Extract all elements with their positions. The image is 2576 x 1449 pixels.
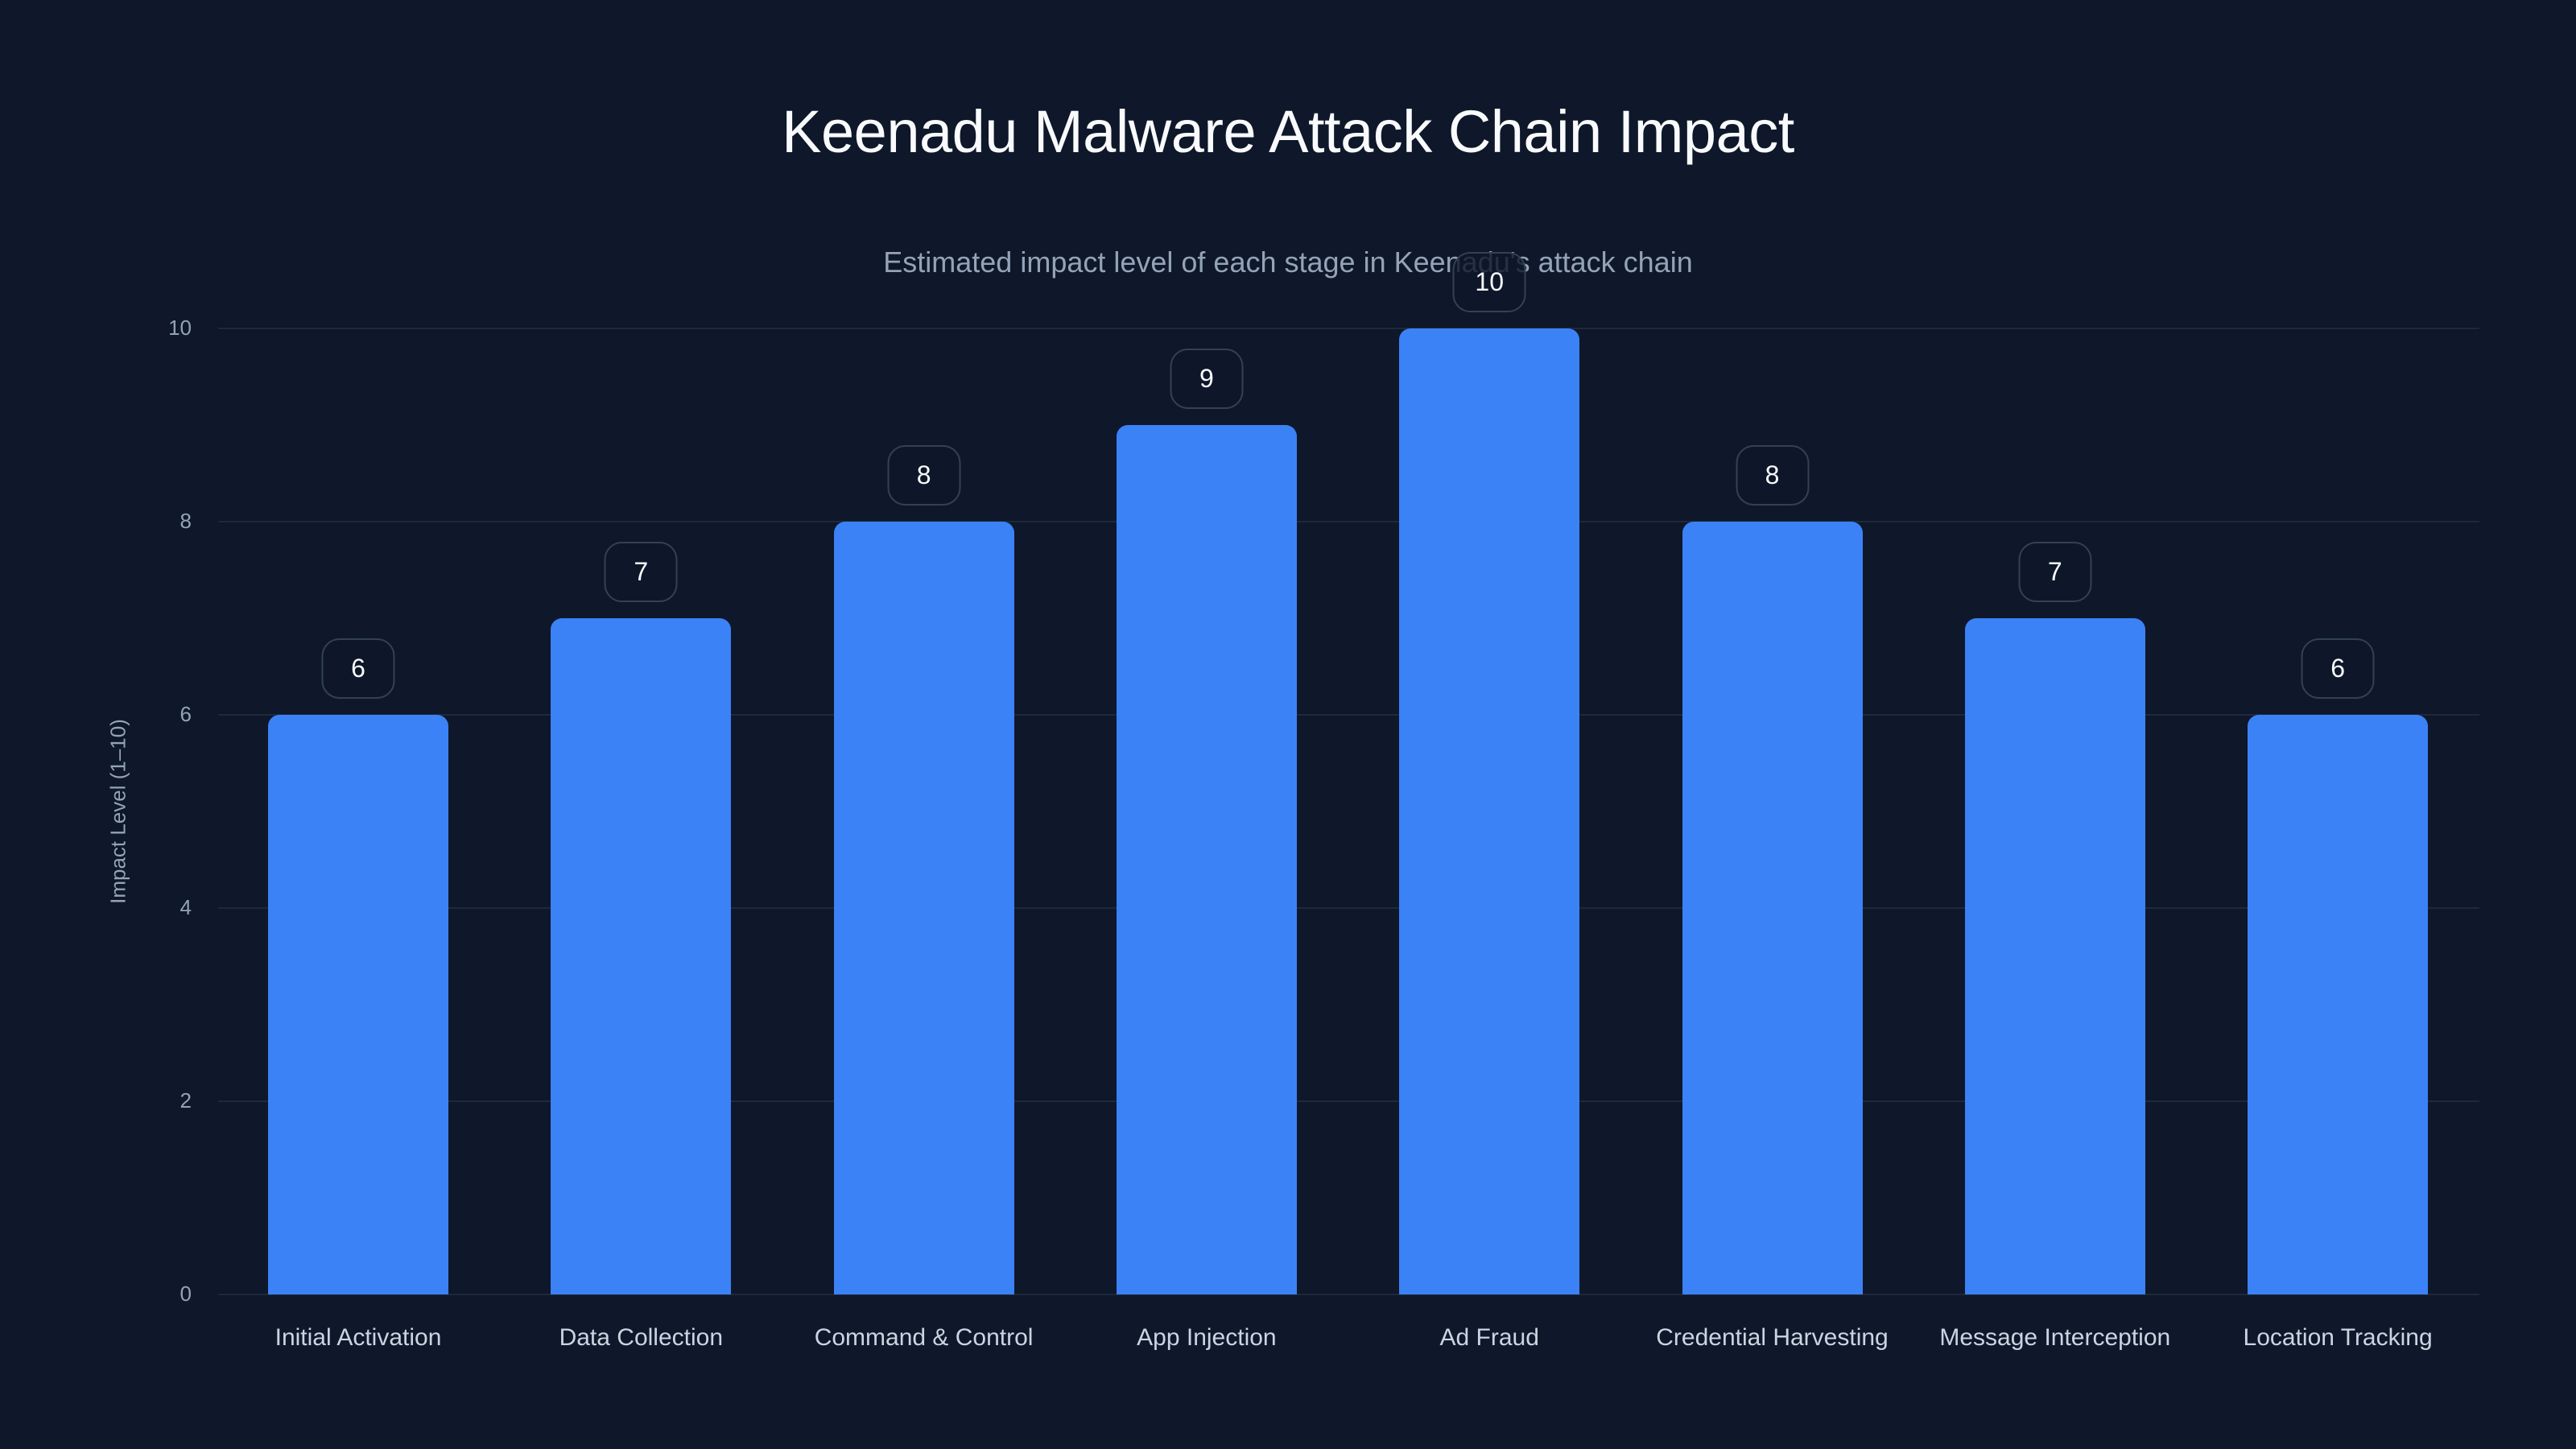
x-tick-label: Location Tracking — [2243, 1324, 2433, 1351]
x-tick-label: App Injection — [1137, 1324, 1277, 1351]
value-badge: 9 — [1170, 349, 1244, 409]
plot-area — [218, 328, 2479, 1295]
value-badge: 7 — [2018, 542, 2092, 602]
x-tick-label: Message Interception — [1939, 1324, 2171, 1351]
gridline — [218, 907, 2479, 909]
gridline — [218, 1294, 2479, 1295]
bar[interactable] — [1116, 425, 1297, 1294]
value-badge: 10 — [1452, 252, 1526, 312]
chart-subtitle: Estimated impact level of each stage in … — [883, 246, 1693, 279]
chart-title: Keenadu Malware Attack Chain Impact — [782, 98, 1794, 165]
value-badge: 8 — [887, 445, 961, 506]
gridline — [218, 1100, 2479, 1102]
gridline — [218, 714, 2479, 716]
y-tick-label: 0 — [180, 1282, 192, 1306]
x-tick-label: Command & Control — [814, 1324, 1034, 1351]
bar[interactable] — [833, 522, 1014, 1294]
value-badge: 6 — [2301, 638, 2375, 699]
y-tick-label: 8 — [180, 509, 192, 533]
y-tick-label: 4 — [180, 895, 192, 919]
bar[interactable] — [1399, 328, 1580, 1294]
x-tick-label: Data Collection — [559, 1324, 724, 1351]
value-badge: 6 — [321, 638, 395, 699]
x-tick-label: Ad Fraud — [1439, 1324, 1539, 1351]
y-tick-label: 2 — [180, 1088, 192, 1113]
value-badge: 7 — [604, 542, 678, 602]
value-badge: 8 — [1736, 445, 1809, 506]
y-axis-label: Impact Level (1–10) — [105, 719, 130, 904]
x-tick-label: Initial Activation — [275, 1324, 442, 1351]
gridline — [218, 328, 2479, 329]
bar[interactable] — [2248, 715, 2429, 1294]
y-tick-label: 6 — [180, 702, 192, 726]
gridline — [218, 521, 2479, 522]
bar[interactable] — [268, 715, 448, 1294]
bar[interactable] — [1682, 522, 1863, 1294]
x-tick-label: Credential Harvesting — [1656, 1324, 1889, 1351]
bar[interactable] — [551, 618, 732, 1294]
bar[interactable] — [1964, 618, 2145, 1294]
y-tick-label: 10 — [168, 316, 192, 340]
